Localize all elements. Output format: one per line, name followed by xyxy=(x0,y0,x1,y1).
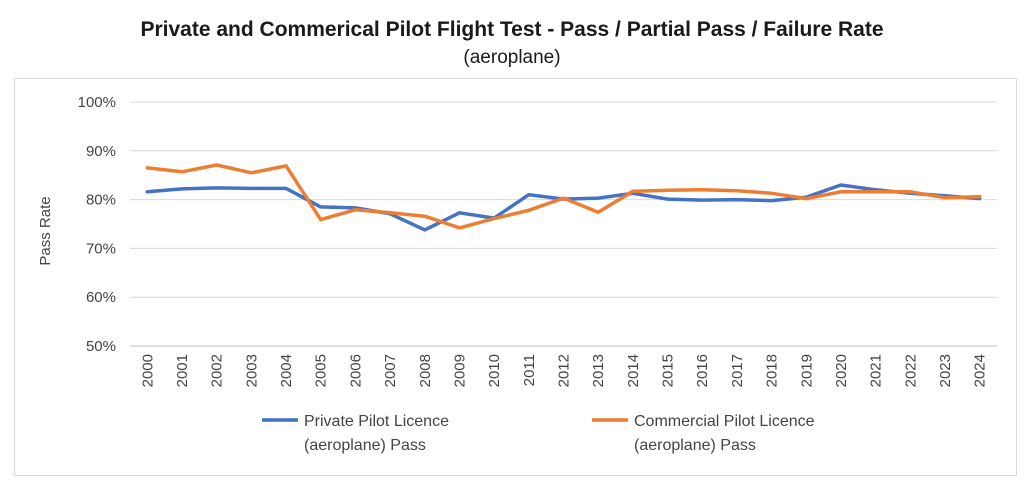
x-tick-label: 2024 xyxy=(972,354,989,387)
x-tick-label: 2016 xyxy=(694,354,711,387)
x-tick-label: 2014 xyxy=(625,354,642,387)
y-tick-labels: 50% 60% 70% 80% 90% 100% xyxy=(78,94,116,355)
x-tick-label: 2022 xyxy=(902,354,919,387)
y-tick-label: 100% xyxy=(78,94,116,111)
x-tick-label: 2015 xyxy=(660,354,677,387)
legend-label: Commercial Pilot Licence xyxy=(634,413,815,430)
x-tick-labels: 2000 2001 2002 2003 2004 2005 2006 2007 2008 2009… xyxy=(139,354,988,387)
x-tick-label: 2009 xyxy=(451,354,468,387)
commercial-pilot-series-line xyxy=(145,163,982,230)
chart-frame xyxy=(14,78,1017,476)
series-lines xyxy=(145,163,982,232)
chart-title: Private and Commerical Pilot Flight Test… xyxy=(140,18,884,41)
x-tick-label: 2006 xyxy=(347,354,364,387)
y-tick-label: 60% xyxy=(86,289,116,306)
x-tick-label: 2021 xyxy=(868,354,885,387)
y-tick-label: 70% xyxy=(86,240,116,257)
x-tick-label: 2023 xyxy=(937,354,954,387)
y-axis-label: Pass Rate xyxy=(37,196,54,265)
x-tick-label: 2001 xyxy=(174,354,191,387)
y-tick-label: 80% xyxy=(86,192,116,209)
legend-label: (aeroplane) Pass xyxy=(304,437,426,454)
x-tick-label: 2000 xyxy=(139,354,156,387)
legend-label: (aeroplane) Pass xyxy=(634,437,756,454)
y-tick-label: 90% xyxy=(86,143,116,160)
legend-label: Private Pilot Licence xyxy=(304,413,449,430)
x-tick-label: 2002 xyxy=(209,354,226,387)
legend: Private Pilot Licence (aeroplane) Pass Com… xyxy=(262,413,815,454)
x-tick-label: 2010 xyxy=(486,354,503,387)
x-tick-label: 2008 xyxy=(417,354,434,387)
x-tick-label: 2004 xyxy=(278,354,295,387)
x-tick-label: 2011 xyxy=(521,354,538,386)
x-tick-label: 2005 xyxy=(313,354,330,387)
y-tick-label: 50% xyxy=(86,338,116,355)
x-tick-label: 2018 xyxy=(764,354,781,387)
x-tick-label: 2003 xyxy=(243,354,260,387)
x-tick-label: 2020 xyxy=(833,354,850,387)
chart-subtitle: (aeroplane) xyxy=(463,47,561,68)
x-tick-label: 2007 xyxy=(382,354,399,387)
x-tick-label: 2012 xyxy=(556,354,573,387)
x-tick-label: 2017 xyxy=(729,354,746,387)
x-tick-label: 2019 xyxy=(798,354,815,387)
x-tick-label: 2013 xyxy=(590,354,607,387)
grid-lines xyxy=(130,101,997,347)
